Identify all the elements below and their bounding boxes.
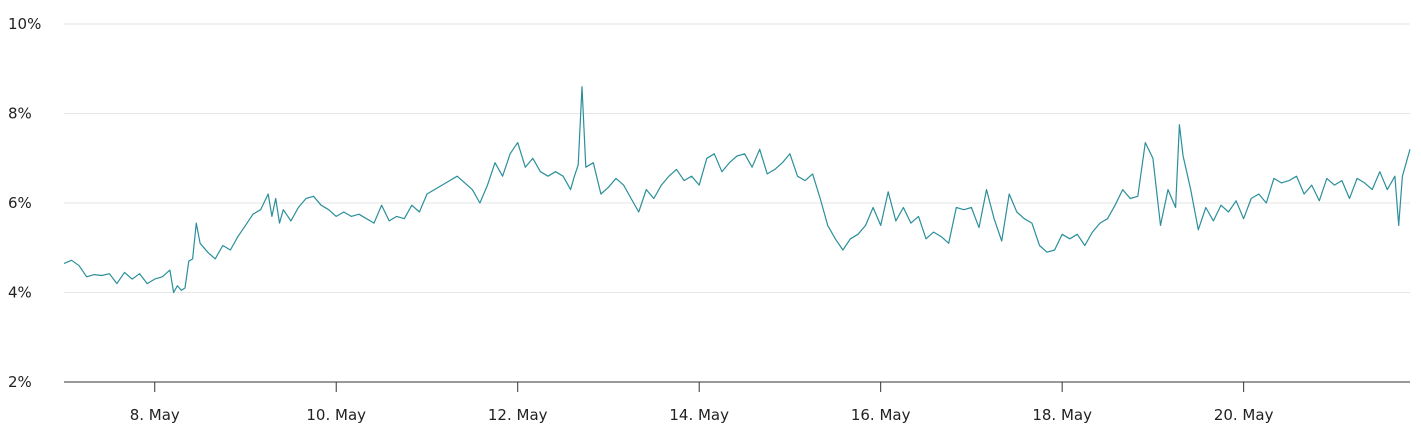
gridlines <box>64 23 1410 293</box>
x-tick-label: 10. May <box>306 406 366 424</box>
series-layer <box>63 86 1411 294</box>
x-tick-label: 18. May <box>1032 406 1092 424</box>
y-tick-label: 2% <box>8 373 32 391</box>
y-tick-label: 8% <box>8 105 32 123</box>
series-line <box>63 86 1411 294</box>
x-tick-label: 14. May <box>669 406 729 424</box>
y-axis-labels: 2% 4% 6% 8% 10% <box>8 15 41 391</box>
y-tick-label: 6% <box>8 194 32 212</box>
x-axis-ticks: 8. May 10. May 12. May 14. May 16. May 18. Ma… <box>130 382 1274 424</box>
x-tick-label: 16. May <box>851 406 911 424</box>
x-tick-label: 20. May <box>1214 406 1274 424</box>
x-tick-label: 8. May <box>130 406 180 424</box>
x-tick-label: 12. May <box>488 406 548 424</box>
y-tick-label: 10% <box>8 15 41 33</box>
y-tick-label: 4% <box>8 284 32 302</box>
